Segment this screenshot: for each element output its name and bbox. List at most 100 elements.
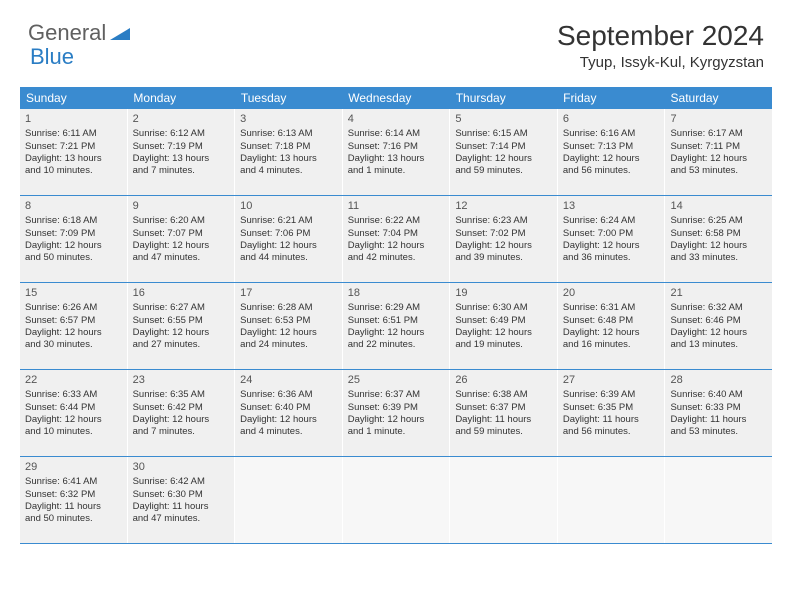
weekday-header: Wednesday xyxy=(342,87,449,109)
day-cell: 17Sunrise: 6:28 AMSunset: 6:53 PMDayligh… xyxy=(235,283,343,369)
day-cell: 21Sunrise: 6:32 AMSunset: 6:46 PMDayligh… xyxy=(665,283,772,369)
day-daylight1: Daylight: 12 hours xyxy=(670,240,767,252)
day-cell: 10Sunrise: 6:21 AMSunset: 7:06 PMDayligh… xyxy=(235,196,343,282)
day-sunset: Sunset: 6:49 PM xyxy=(455,315,552,327)
day-daylight2: and 56 minutes. xyxy=(563,165,660,177)
day-sunrise: Sunrise: 6:35 AM xyxy=(133,389,230,401)
day-daylight2: and 53 minutes. xyxy=(670,426,767,438)
day-daylight1: Daylight: 12 hours xyxy=(563,327,660,339)
day-sunrise: Sunrise: 6:17 AM xyxy=(670,128,767,140)
day-sunrise: Sunrise: 6:15 AM xyxy=(455,128,552,140)
day-daylight1: Daylight: 13 hours xyxy=(25,153,122,165)
day-daylight2: and 7 minutes. xyxy=(133,426,230,438)
day-daylight2: and 47 minutes. xyxy=(133,252,230,264)
day-daylight2: and 1 minute. xyxy=(348,165,445,177)
day-daylight2: and 13 minutes. xyxy=(670,339,767,351)
day-number: 3 xyxy=(240,112,337,126)
day-cell-empty xyxy=(235,457,343,543)
day-sunset: Sunset: 7:14 PM xyxy=(455,141,552,153)
day-number: 12 xyxy=(455,199,552,213)
day-cell: 5 Sunrise: 6:15 AMSunset: 7:14 PMDaylight… xyxy=(450,109,558,195)
day-sunrise: Sunrise: 6:41 AM xyxy=(25,476,122,488)
day-number: 23 xyxy=(133,373,230,387)
day-number: 27 xyxy=(563,373,660,387)
day-number: 28 xyxy=(670,373,767,387)
day-sunset: Sunset: 6:55 PM xyxy=(133,315,230,327)
day-sunrise: Sunrise: 6:12 AM xyxy=(133,128,230,140)
day-sunset: Sunset: 6:53 PM xyxy=(240,315,337,327)
day-daylight2: and 36 minutes. xyxy=(563,252,660,264)
day-daylight1: Daylight: 12 hours xyxy=(348,327,445,339)
day-cell: 18Sunrise: 6:29 AMSunset: 6:51 PMDayligh… xyxy=(343,283,451,369)
day-number: 30 xyxy=(133,460,230,474)
day-daylight1: Daylight: 12 hours xyxy=(455,240,552,252)
day-cell: 15Sunrise: 6:26 AMSunset: 6:57 PMDayligh… xyxy=(20,283,128,369)
day-daylight1: Daylight: 13 hours xyxy=(348,153,445,165)
day-daylight1: Daylight: 12 hours xyxy=(25,240,122,252)
day-cell: 13Sunrise: 6:24 AMSunset: 7:00 PMDayligh… xyxy=(558,196,666,282)
day-sunrise: Sunrise: 6:16 AM xyxy=(563,128,660,140)
day-sunset: Sunset: 7:11 PM xyxy=(670,141,767,153)
weekday-header: Monday xyxy=(127,87,234,109)
day-sunrise: Sunrise: 6:18 AM xyxy=(25,215,122,227)
day-daylight1: Daylight: 12 hours xyxy=(240,327,337,339)
day-sunset: Sunset: 6:42 PM xyxy=(133,402,230,414)
day-sunset: Sunset: 6:57 PM xyxy=(25,315,122,327)
day-cell: 29Sunrise: 6:41 AMSunset: 6:32 PMDayligh… xyxy=(20,457,128,543)
day-sunrise: Sunrise: 6:33 AM xyxy=(25,389,122,401)
week-row: 29Sunrise: 6:41 AMSunset: 6:32 PMDayligh… xyxy=(20,457,772,544)
location-text: Tyup, Issyk-Kul, Kyrgyzstan xyxy=(557,54,764,71)
day-daylight1: Daylight: 13 hours xyxy=(240,153,337,165)
day-daylight2: and 47 minutes. xyxy=(133,513,230,525)
day-cell-empty xyxy=(343,457,451,543)
day-sunset: Sunset: 6:35 PM xyxy=(563,402,660,414)
day-sunset: Sunset: 6:30 PM xyxy=(133,489,230,501)
day-daylight1: Daylight: 12 hours xyxy=(240,240,337,252)
day-daylight1: Daylight: 12 hours xyxy=(348,240,445,252)
day-daylight1: Daylight: 12 hours xyxy=(133,240,230,252)
day-sunset: Sunset: 7:04 PM xyxy=(348,228,445,240)
day-daylight2: and 22 minutes. xyxy=(348,339,445,351)
day-number: 22 xyxy=(25,373,122,387)
calendar: Sunday Monday Tuesday Wednesday Thursday… xyxy=(20,87,772,544)
day-cell-empty xyxy=(665,457,772,543)
day-cell: 14Sunrise: 6:25 AMSunset: 6:58 PMDayligh… xyxy=(665,196,772,282)
day-sunset: Sunset: 7:07 PM xyxy=(133,228,230,240)
day-number: 25 xyxy=(348,373,445,387)
day-sunrise: Sunrise: 6:36 AM xyxy=(240,389,337,401)
day-sunset: Sunset: 6:40 PM xyxy=(240,402,337,414)
day-cell: 16Sunrise: 6:27 AMSunset: 6:55 PMDayligh… xyxy=(128,283,236,369)
day-daylight1: Daylight: 11 hours xyxy=(563,414,660,426)
day-number: 15 xyxy=(25,286,122,300)
logo-triangle-icon xyxy=(110,20,130,46)
day-number: 11 xyxy=(348,199,445,213)
day-sunset: Sunset: 7:09 PM xyxy=(25,228,122,240)
day-sunrise: Sunrise: 6:39 AM xyxy=(563,389,660,401)
day-number: 5 xyxy=(455,112,552,126)
weekday-header: Sunday xyxy=(20,87,127,109)
day-daylight1: Daylight: 11 hours xyxy=(25,501,122,513)
day-sunset: Sunset: 7:13 PM xyxy=(563,141,660,153)
day-sunrise: Sunrise: 6:22 AM xyxy=(348,215,445,227)
day-sunrise: Sunrise: 6:40 AM xyxy=(670,389,767,401)
day-number: 2 xyxy=(133,112,230,126)
day-cell: 1Sunrise: 6:11 AMSunset: 7:21 PMDaylight… xyxy=(20,109,128,195)
header: General September 2024 Tyup, Issyk-Kul, … xyxy=(0,0,792,77)
day-sunset: Sunset: 6:48 PM xyxy=(563,315,660,327)
day-sunset: Sunset: 6:58 PM xyxy=(670,228,767,240)
day-daylight1: Daylight: 11 hours xyxy=(133,501,230,513)
day-sunset: Sunset: 7:19 PM xyxy=(133,141,230,153)
weekday-header: Tuesday xyxy=(235,87,342,109)
day-number: 24 xyxy=(240,373,337,387)
day-sunrise: Sunrise: 6:20 AM xyxy=(133,215,230,227)
day-daylight1: Daylight: 12 hours xyxy=(455,153,552,165)
day-number: 17 xyxy=(240,286,337,300)
day-daylight2: and 42 minutes. xyxy=(348,252,445,264)
day-daylight2: and 4 minutes. xyxy=(240,165,337,177)
day-sunrise: Sunrise: 6:30 AM xyxy=(455,302,552,314)
logo: General xyxy=(28,20,132,46)
title-block: September 2024 Tyup, Issyk-Kul, Kyrgyzst… xyxy=(557,20,764,71)
day-daylight2: and 59 minutes. xyxy=(455,165,552,177)
day-number: 14 xyxy=(670,199,767,213)
day-cell: 8Sunrise: 6:18 AMSunset: 7:09 PMDaylight… xyxy=(20,196,128,282)
